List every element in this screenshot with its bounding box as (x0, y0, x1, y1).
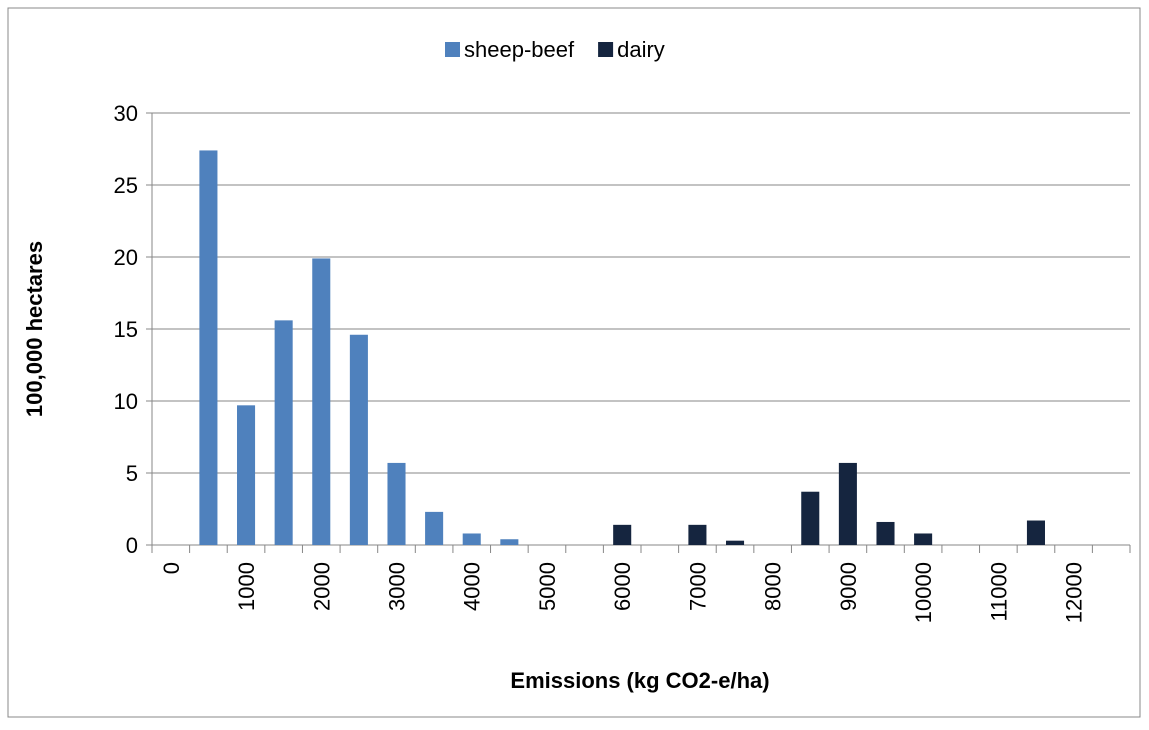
y-tick-label: 25 (114, 173, 138, 198)
bar (274, 320, 293, 545)
x-tick-label: 1000 (234, 562, 259, 611)
x-tick-label: 5000 (535, 562, 560, 611)
bar (726, 540, 745, 545)
legend-swatch (598, 42, 614, 57)
bar (500, 539, 519, 545)
x-tick-label: 9000 (836, 562, 861, 611)
bar (838, 462, 857, 545)
legend-label: sheep-beef (464, 37, 575, 62)
x-tick-label: 10000 (911, 562, 936, 623)
x-tick-label: 0 (159, 562, 184, 574)
y-tick-label: 30 (114, 101, 138, 126)
legend-label: dairy (617, 37, 665, 62)
bar (237, 405, 256, 545)
bar (876, 521, 895, 545)
y-tick-label: 5 (126, 461, 138, 486)
y-tick-label: 0 (126, 533, 138, 558)
bar (613, 524, 632, 545)
x-axis-title: Emissions (kg CO2-e/ha) (510, 668, 769, 693)
bar (1026, 520, 1045, 545)
bar (387, 462, 406, 545)
bar (688, 524, 707, 545)
bar (462, 533, 481, 545)
y-axis-title: 100,000 hectares (22, 241, 47, 417)
y-tick-label: 15 (114, 317, 138, 342)
bar (199, 150, 218, 545)
x-tick-label: 4000 (460, 562, 485, 611)
bar (312, 258, 331, 545)
x-tick-label: 2000 (309, 562, 334, 611)
x-tick-label: 11000 (986, 562, 1011, 622)
x-tick-label: 12000 (1062, 562, 1087, 623)
bar (425, 511, 444, 545)
bar (914, 533, 933, 545)
bar (801, 491, 820, 545)
chart-frame (7, 7, 1141, 718)
y-tick-label: 20 (114, 245, 138, 270)
x-tick-label: 7000 (685, 562, 710, 611)
x-tick-label: 6000 (610, 562, 635, 611)
y-tick-label: 10 (114, 389, 138, 414)
legend-swatch (445, 42, 460, 57)
bar (349, 334, 368, 545)
x-tick-label: 8000 (761, 562, 786, 611)
x-tick-label: 3000 (385, 562, 410, 611)
